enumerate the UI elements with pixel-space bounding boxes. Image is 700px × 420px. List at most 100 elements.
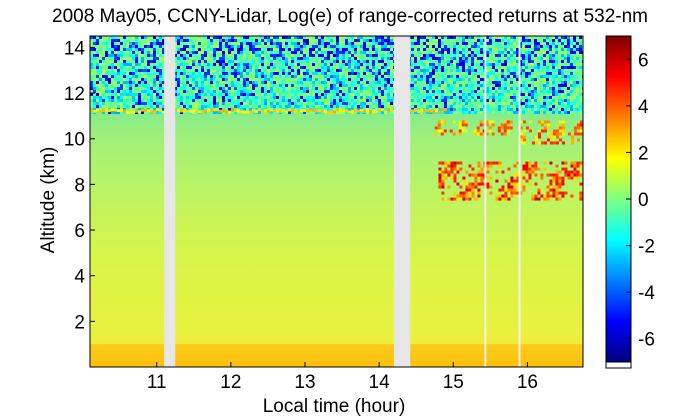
noise-cell (219, 87, 222, 90)
noise-cell (231, 78, 234, 81)
noise-cell (237, 96, 240, 99)
noise-cell (459, 108, 462, 111)
noise-cell (318, 72, 321, 75)
noise-cell (570, 75, 573, 78)
noise-cell (285, 108, 288, 111)
cloud-cell (543, 129, 547, 133)
cloud-cell (447, 185, 451, 189)
noise-cell (363, 66, 366, 69)
noise-cell (381, 75, 384, 78)
noise-cell (270, 60, 273, 63)
noise-cell (216, 51, 219, 54)
noise-cell (291, 42, 294, 45)
noise-cell (234, 72, 237, 75)
noise-cell (444, 39, 447, 42)
noise-cell (135, 60, 138, 63)
noise-cell (441, 48, 444, 51)
noise-cell (555, 63, 558, 66)
noise-cell (180, 63, 183, 66)
noise-cell (138, 81, 141, 84)
noise-cell (126, 90, 129, 93)
noise-cell (504, 63, 507, 66)
noise-cell (141, 66, 144, 69)
cloud-cell (462, 194, 466, 198)
noise-cell (531, 96, 534, 99)
noise-cell (444, 99, 447, 102)
noise-cell (93, 66, 96, 69)
noise-cell (177, 57, 180, 60)
noise-cell (534, 54, 537, 57)
cloud-cell (482, 132, 486, 136)
data-gap (393, 36, 411, 367)
noise-cell (111, 75, 114, 78)
cloud-cell (456, 194, 460, 198)
noise-cell (288, 111, 291, 114)
noise-cell (126, 96, 129, 99)
cloud-cell (459, 191, 463, 195)
noise-cell (135, 72, 138, 75)
noise-cell (120, 45, 123, 48)
y-tick-label: 14 (64, 38, 86, 59)
noise-cell (384, 75, 387, 78)
noise-cell (129, 81, 132, 84)
noise-cell (114, 39, 117, 42)
noise-cell (96, 39, 99, 42)
noise-cell (177, 48, 180, 51)
noise-cell (360, 105, 363, 108)
noise-cell (153, 75, 156, 78)
noise-cell (540, 78, 543, 81)
noise-cell (150, 78, 153, 81)
noise-cell (330, 42, 333, 45)
noise-cell (273, 84, 276, 87)
noise-cell (534, 111, 537, 114)
noise-cell (123, 39, 126, 42)
noise-cell (159, 90, 162, 93)
cloud-cell (528, 164, 532, 168)
noise-cell (351, 54, 354, 57)
noise-cell (204, 90, 207, 93)
noise-cell (153, 81, 156, 84)
noise-cell (567, 84, 570, 87)
noise-cell (192, 81, 195, 84)
noise-cell (453, 36, 456, 39)
noise-cell (213, 105, 216, 108)
noise-cell (147, 105, 150, 108)
noise-cell (264, 93, 267, 96)
noise-cell (462, 111, 465, 114)
noise-cell (186, 84, 189, 87)
noise-cell (522, 66, 525, 69)
cloud-cell (437, 129, 441, 133)
noise-cell (156, 87, 159, 90)
noise-cell (258, 42, 261, 45)
noise-cell (429, 54, 432, 57)
cloud-cell (558, 176, 562, 180)
noise-cell (120, 75, 123, 78)
noise-cell (147, 69, 150, 72)
plot-frame (89, 35, 584, 368)
noise-cell (114, 54, 117, 57)
noise-cell (123, 78, 126, 81)
noise-cell (504, 75, 507, 78)
noise-cell (444, 102, 447, 105)
noise-cell (432, 75, 435, 78)
noise-cell (270, 54, 273, 57)
noise-cell (276, 48, 279, 51)
noise-cell (456, 57, 459, 60)
noise-cell (486, 81, 489, 84)
noise-cell (558, 111, 561, 114)
noise-cell (237, 99, 240, 102)
noise-cell (225, 102, 228, 105)
noise-cell (516, 69, 519, 72)
cloud-cell (570, 138, 574, 142)
noise-cell (120, 39, 123, 42)
noise-cell (261, 81, 264, 84)
cirrus-line-cell (327, 110, 330, 114)
noise-cell (210, 87, 213, 90)
noise-cell (306, 66, 309, 69)
data-gap (164, 36, 176, 367)
noise-cell (147, 60, 150, 63)
noise-cell (462, 72, 465, 75)
noise-cell (453, 51, 456, 54)
noise-cell (315, 75, 318, 78)
noise-cell (579, 60, 582, 63)
